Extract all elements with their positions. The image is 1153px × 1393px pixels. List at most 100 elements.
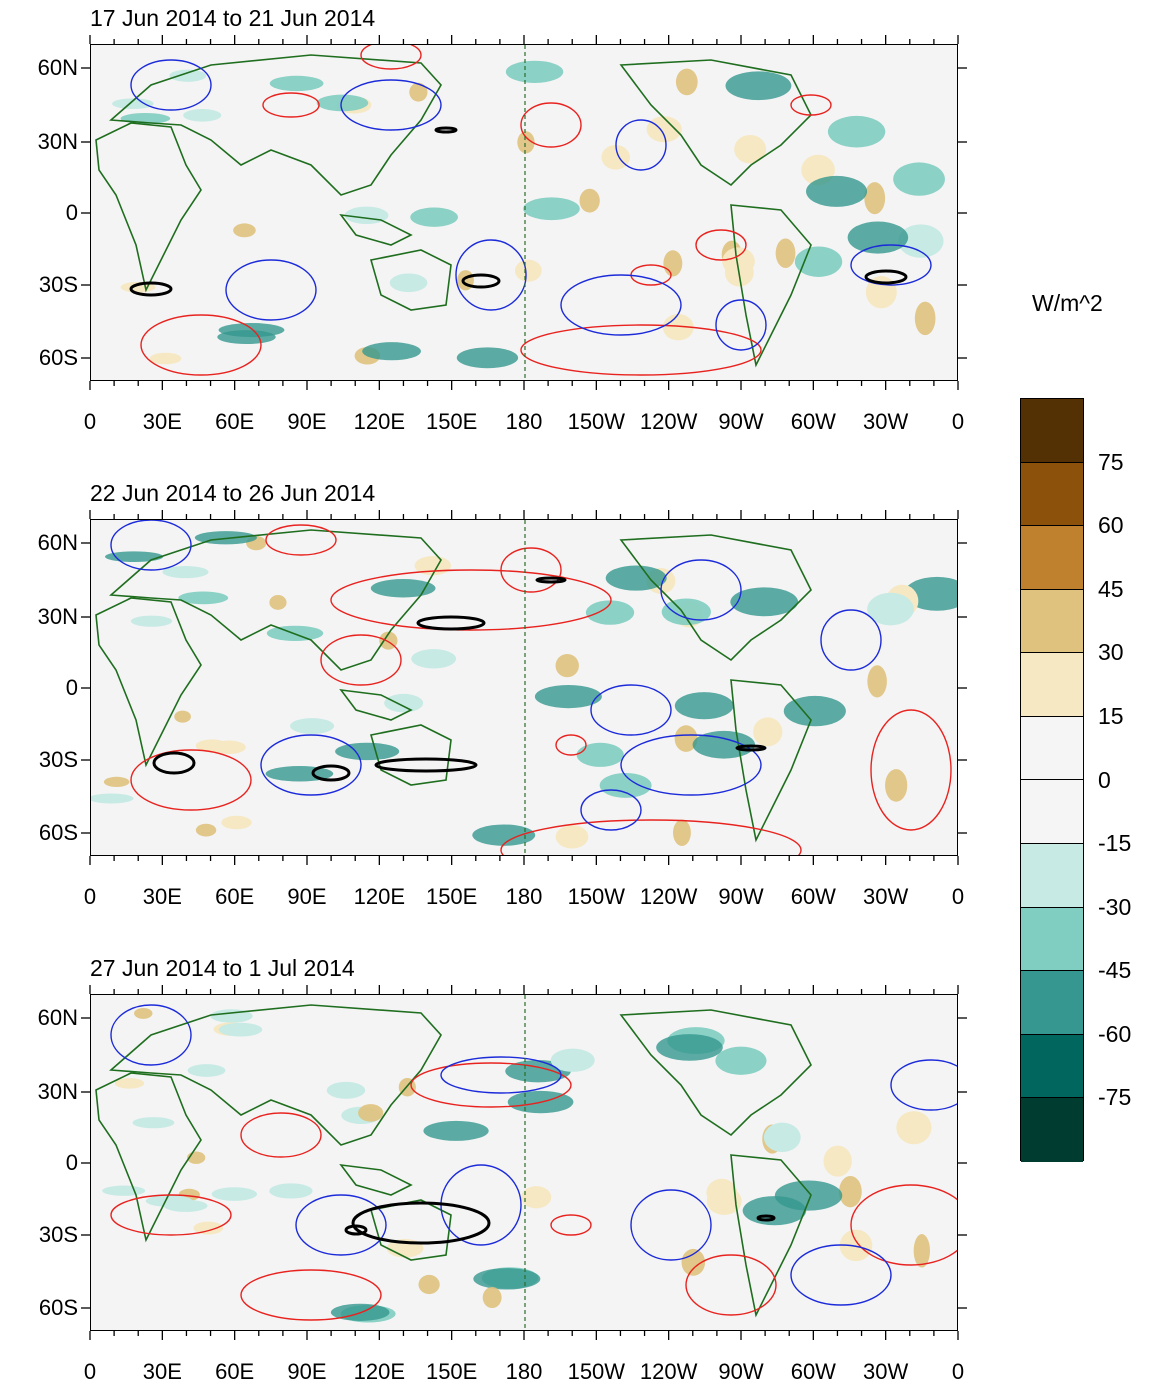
anomaly-shading xyxy=(839,1229,873,1262)
anomaly-shading xyxy=(456,347,519,369)
longitude-label: 0 xyxy=(83,1359,97,1384)
anomaly-shading xyxy=(722,247,755,276)
anomaly-shading xyxy=(523,197,580,221)
colorbar-label: 15 xyxy=(1098,702,1124,729)
anomaly-shading xyxy=(112,98,154,110)
colorbar-box xyxy=(1021,907,1083,972)
coastline xyxy=(95,597,202,768)
negative-contour xyxy=(615,119,667,171)
longitude-label: 90E xyxy=(287,884,327,909)
anomaly-shading xyxy=(362,342,421,361)
anomaly-shading xyxy=(576,742,624,767)
longitude-label: 60W xyxy=(790,884,836,909)
positive-contour xyxy=(850,1184,957,1266)
negative-contour xyxy=(715,299,767,351)
latitude-label: 60S xyxy=(38,1295,78,1320)
latitude-label: 30S xyxy=(38,747,78,772)
anomaly-shading xyxy=(827,115,886,148)
anomaly-shading xyxy=(514,259,542,282)
negative-contour xyxy=(620,734,762,796)
positive-contour xyxy=(550,1214,592,1236)
anomaly-shading xyxy=(674,725,698,752)
anomaly-shading xyxy=(675,68,698,96)
longitude-label: 180 xyxy=(505,1359,543,1384)
anomaly-shading xyxy=(774,1180,843,1211)
significance-contour xyxy=(152,751,196,775)
colorbar-box xyxy=(1021,780,1083,845)
anomaly-shading xyxy=(91,793,134,804)
anomaly-shading xyxy=(867,665,887,698)
anomaly-shading xyxy=(656,1034,723,1061)
anomaly-shading xyxy=(211,1187,258,1201)
anomaly-shading xyxy=(174,710,191,723)
latitude-label: 0 xyxy=(65,1150,78,1175)
anomaly-shading xyxy=(389,273,428,293)
negative-contour xyxy=(630,1189,712,1261)
latitude-label: 60S xyxy=(38,345,78,370)
negative-contour xyxy=(580,789,642,831)
negative-contour xyxy=(560,274,682,336)
anomaly-shading xyxy=(409,82,428,102)
anomaly-shading xyxy=(521,1186,552,1209)
coastline xyxy=(619,59,812,187)
negative-contour xyxy=(130,59,212,111)
colorbar-label: 60 xyxy=(1098,512,1124,539)
positive-contour xyxy=(500,547,562,593)
anomaly-shading xyxy=(163,1199,208,1212)
longitude-label: 150E xyxy=(425,409,478,434)
positive-contour xyxy=(262,92,320,118)
anomaly-shading xyxy=(673,819,691,846)
longitude-label: 120E xyxy=(353,409,406,434)
longitude-label: 120W xyxy=(639,409,698,434)
anomaly-shading xyxy=(218,323,285,338)
anomaly-shading xyxy=(103,776,130,787)
anomaly-shading xyxy=(472,824,536,846)
colorbar-label: -60 xyxy=(1098,1020,1132,1047)
negative-contour xyxy=(820,609,882,671)
anomaly-shading xyxy=(410,207,458,227)
positive-contour xyxy=(695,229,747,261)
anomaly-shading xyxy=(730,587,799,617)
colorbar-box xyxy=(1021,971,1083,1035)
positive-contour xyxy=(685,1254,777,1316)
colorbar-box xyxy=(1021,399,1083,463)
anomaly-shading xyxy=(579,188,600,213)
significance-contour xyxy=(129,281,173,297)
anomaly-shading xyxy=(599,772,652,798)
colorbar-label: -30 xyxy=(1098,893,1132,920)
anomaly-shading xyxy=(517,131,535,154)
colorbar-box xyxy=(1021,1034,1083,1099)
anomaly-shading xyxy=(898,224,944,258)
negative-contour xyxy=(260,734,362,796)
coastline xyxy=(619,534,812,662)
colorbar-label: 45 xyxy=(1098,575,1124,602)
colorbar-label: -75 xyxy=(1098,1084,1132,1111)
longitude-label: 120W xyxy=(639,1359,698,1384)
longitude-label: 0 xyxy=(83,884,97,909)
significance-contour xyxy=(461,273,501,289)
anomaly-shading xyxy=(473,1268,541,1290)
longitude-label: 0 xyxy=(951,409,965,434)
significance-contour xyxy=(864,269,908,285)
longitude-label: 180 xyxy=(505,409,543,434)
anomaly-shading xyxy=(384,693,424,713)
positive-contour xyxy=(360,45,422,70)
longitude-label: 30E xyxy=(142,1359,182,1384)
anomaly-shading xyxy=(105,551,164,563)
anomaly-shading xyxy=(370,578,436,598)
significance-contour xyxy=(344,1224,368,1236)
longitude-label: 150E xyxy=(425,884,478,909)
colorbar-box xyxy=(1021,1098,1083,1162)
negative-contour xyxy=(225,259,317,321)
anomaly-shading xyxy=(681,1248,706,1276)
anomaly-shading xyxy=(183,108,222,122)
anomaly-shading xyxy=(550,1048,595,1072)
anomaly-shading xyxy=(864,182,886,215)
anomaly-shading xyxy=(423,1120,489,1141)
panel-2-title: 22 Jun 2014 to 26 Jun 2014 xyxy=(90,480,376,506)
positive-contour xyxy=(555,734,587,756)
positive-contour xyxy=(140,314,262,376)
anomaly-shading xyxy=(867,592,914,626)
anomaly-shading xyxy=(753,717,783,747)
anomaly-shading xyxy=(847,221,909,254)
